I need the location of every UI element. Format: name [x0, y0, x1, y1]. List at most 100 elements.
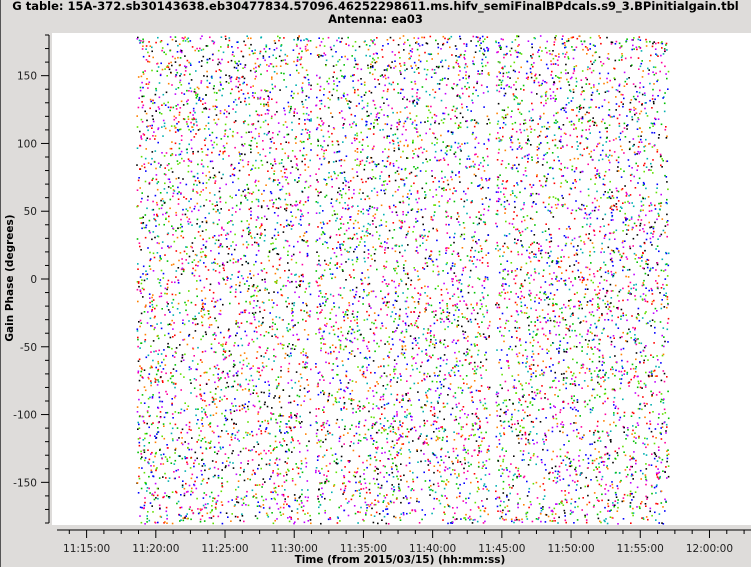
data-point — [218, 283, 221, 285]
data-point — [261, 270, 264, 272]
data-point — [215, 210, 217, 213]
data-point — [370, 434, 372, 437]
data-point — [392, 162, 395, 165]
data-point — [231, 46, 233, 48]
data-point — [424, 234, 426, 237]
data-point — [226, 418, 229, 421]
data-point — [275, 148, 278, 150]
data-point — [147, 376, 150, 379]
data-point — [158, 295, 161, 298]
data-point — [171, 302, 173, 304]
data-point — [448, 223, 450, 226]
data-point — [245, 334, 248, 337]
data-point — [185, 482, 187, 485]
data-point — [279, 414, 282, 417]
data-point — [294, 414, 296, 416]
data-point — [177, 44, 179, 47]
data-point — [477, 465, 480, 468]
data-point — [425, 42, 428, 44]
data-point — [481, 305, 483, 308]
data-point — [271, 78, 273, 80]
data-point — [192, 322, 194, 324]
data-point — [213, 261, 215, 264]
data-point — [243, 470, 245, 473]
data-point — [301, 421, 303, 423]
data-point — [299, 149, 301, 152]
data-point — [328, 91, 331, 93]
data-point — [437, 485, 440, 487]
data-point — [448, 374, 451, 376]
data-point — [207, 122, 210, 124]
data-point — [429, 297, 432, 299]
data-point — [446, 145, 449, 147]
data-point — [209, 511, 212, 514]
data-point — [170, 106, 172, 109]
data-point — [458, 65, 460, 68]
data-point — [292, 224, 295, 226]
data-point — [161, 308, 163, 310]
data-point — [199, 518, 202, 521]
data-point — [301, 154, 304, 157]
data-point — [296, 499, 298, 502]
data-point — [247, 243, 250, 246]
data-point — [470, 40, 472, 42]
data-point — [188, 428, 191, 431]
data-point — [382, 45, 384, 47]
data-point — [213, 333, 216, 335]
data-point — [463, 300, 465, 302]
data-point — [353, 121, 355, 123]
data-point — [357, 88, 359, 91]
data-point — [143, 163, 146, 165]
data-point — [225, 183, 227, 186]
data-point — [264, 278, 266, 281]
data-point — [393, 67, 395, 69]
data-point — [261, 233, 263, 235]
data-point — [233, 248, 236, 251]
data-point — [248, 144, 251, 146]
data-point — [310, 143, 312, 145]
data-point — [155, 437, 157, 439]
data-point — [325, 149, 327, 151]
data-point — [270, 475, 272, 478]
data-point — [390, 124, 393, 127]
data-point — [489, 320, 491, 323]
chart-title-block: G table: 15A-372.sb30143638.eb30477834.5… — [0, 0, 751, 26]
data-point — [316, 127, 319, 129]
data-point — [354, 134, 357, 136]
data-point — [137, 428, 139, 430]
data-point — [318, 77, 321, 79]
data-point — [175, 270, 178, 272]
data-point — [252, 404, 255, 407]
data-point — [336, 365, 339, 367]
data-point — [338, 201, 341, 204]
data-point — [225, 38, 227, 40]
data-point — [477, 40, 479, 43]
data-point — [226, 232, 229, 235]
data-point — [429, 94, 431, 96]
data-point — [288, 520, 291, 523]
data-point — [163, 122, 166, 125]
data-point — [271, 325, 274, 328]
data-point — [307, 199, 309, 202]
data-point — [290, 273, 293, 275]
data-point — [346, 314, 349, 316]
data-point — [264, 234, 266, 237]
data-point — [276, 268, 278, 270]
data-point — [398, 284, 400, 287]
data-point — [421, 509, 424, 511]
data-point — [152, 102, 154, 105]
data-point — [156, 201, 158, 204]
data-point — [394, 269, 396, 272]
data-point — [206, 45, 209, 47]
data-point — [329, 432, 331, 434]
data-point — [185, 66, 188, 68]
data-point — [277, 508, 280, 510]
data-point — [146, 278, 148, 280]
data-point — [268, 96, 270, 99]
data-point — [454, 151, 457, 154]
data-point — [456, 212, 459, 214]
data-point — [194, 323, 197, 326]
data-point — [182, 517, 185, 519]
data-point — [404, 69, 406, 72]
data-point — [416, 101, 418, 104]
